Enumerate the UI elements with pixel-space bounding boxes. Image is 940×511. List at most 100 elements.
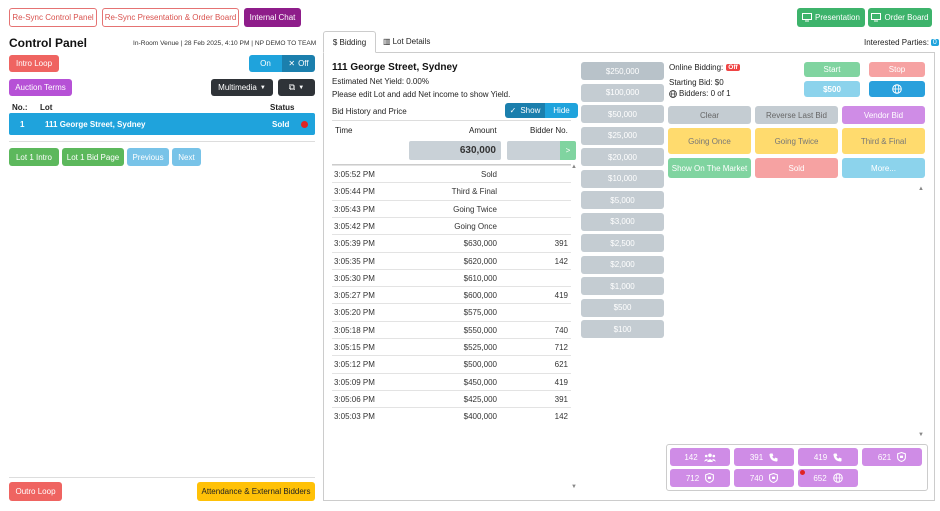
- third-and-final-button[interactable]: Third & Final: [842, 128, 925, 154]
- multimedia-label: Multimedia: [218, 83, 257, 92]
- increment-button[interactable]: $2,500: [581, 234, 664, 252]
- interested-parties-badge: 0: [930, 39, 939, 46]
- bidding-panel: [323, 52, 935, 501]
- loop-off-button[interactable]: ✕ Off: [282, 55, 315, 72]
- lot-bid-page-button[interactable]: Lot 1 Bid Page: [62, 148, 124, 166]
- bidder-button[interactable]: 712: [670, 469, 730, 487]
- history-row: 3:05:27 PM $600,000 419: [332, 286, 571, 303]
- attendance-button[interactable]: Attendance & External Bidders: [197, 482, 315, 501]
- bidder-button[interactable]: 621: [862, 448, 922, 466]
- tab-bidding[interactable]: $ Bidding: [323, 31, 376, 53]
- show-on-market-button[interactable]: Show On The Market: [668, 158, 751, 178]
- history-amount: $600,000: [463, 291, 497, 301]
- reverse-last-bid-button[interactable]: Reverse Last Bid: [755, 106, 838, 124]
- history-row: 3:05:12 PM $500,000 621: [332, 355, 571, 372]
- going-twice-button[interactable]: Going Twice: [755, 128, 838, 154]
- submit-bid-button[interactable]: >: [560, 141, 576, 160]
- tab-lot-details[interactable]: ▥ Lot Details: [383, 37, 430, 46]
- current-price-field[interactable]: 630,000: [409, 141, 501, 160]
- start-online-button[interactable]: Start: [804, 62, 860, 77]
- bidder-number: 419: [813, 452, 828, 462]
- resync-presentation-button[interactable]: Re-Sync Presentation & Order Board: [102, 8, 239, 27]
- clear-button[interactable]: Clear: [668, 106, 751, 124]
- presentation-label: Presentation: [815, 13, 860, 22]
- bidder-number-input[interactable]: [507, 141, 560, 160]
- online-increment-button[interactable]: $500: [804, 81, 860, 97]
- presentation-button[interactable]: Presentation: [797, 8, 865, 27]
- bidder-number: 621: [877, 452, 892, 462]
- auction-terms-button[interactable]: Auction Terms: [9, 79, 72, 96]
- history-row: 3:05:06 PM $425,000 391: [332, 389, 571, 407]
- group-icon: [703, 453, 716, 462]
- header-lot: Lot: [40, 103, 53, 112]
- intro-loop-button[interactable]: Intro Loop: [9, 55, 59, 72]
- increment-button[interactable]: $10,000: [581, 169, 664, 188]
- header-status: Status: [270, 103, 295, 112]
- lot-row-status: Sold: [272, 120, 290, 129]
- increment-button[interactable]: $50,000: [581, 105, 664, 123]
- stop-online-button[interactable]: Stop: [869, 62, 925, 77]
- history-bidder: 712: [554, 343, 568, 352]
- divider: [332, 164, 571, 165]
- going-once-button[interactable]: Going Once: [668, 128, 751, 154]
- increment-button[interactable]: $2,000: [581, 255, 664, 274]
- online-globe-button[interactable]: [869, 81, 925, 97]
- hide-history-button[interactable]: Hide: [545, 103, 578, 118]
- resync-control-panel-button[interactable]: Re-Sync Control Panel: [9, 8, 97, 27]
- history-bidder: 740: [554, 325, 568, 335]
- divider: [332, 120, 571, 121]
- bidder-button[interactable]: 419: [798, 448, 858, 466]
- multimedia-dropdown[interactable]: Multimedia ▼: [211, 79, 273, 96]
- increment-button[interactable]: $20,000: [581, 148, 664, 166]
- loop-on-button[interactable]: On: [249, 55, 282, 72]
- vendor-bid-button[interactable]: Vendor Bid: [842, 106, 925, 124]
- previous-button[interactable]: Previous: [127, 148, 169, 166]
- history-scrollbar[interactable]: ▲ ▼: [571, 164, 577, 492]
- screens-dropdown[interactable]: ⧉ ▼: [278, 79, 315, 96]
- lot-row[interactable]: 1 111 George Street, Sydney Sold: [9, 113, 315, 135]
- bidder-pad: [666, 444, 928, 491]
- history-time: 3:05:30 PM: [334, 273, 375, 283]
- history-amount: $620,000: [463, 256, 497, 266]
- bidder-button[interactable]: 740: [734, 469, 794, 487]
- monitor-icon: [802, 13, 813, 22]
- show-history-button[interactable]: ✓ Show: [505, 103, 545, 118]
- scroll-down-icon: ▼: [918, 432, 924, 438]
- lot-intro-button[interactable]: Lot 1 Intro: [9, 148, 59, 166]
- history-time: 3:05:42 PM: [334, 221, 375, 231]
- more-button[interactable]: More...: [842, 158, 925, 178]
- increment-button[interactable]: $500: [581, 298, 664, 317]
- history-amount: Going Twice: [453, 204, 497, 214]
- online-bidding: Online Bidding: Off: [669, 63, 740, 72]
- bidder-button[interactable]: 142: [670, 448, 730, 466]
- order-board-button[interactable]: Order Board: [868, 8, 932, 27]
- bidder-number: 740: [749, 473, 764, 483]
- bidder-button[interactable]: 652: [798, 469, 858, 487]
- history-row: 3:05:15 PM $525,000 712: [332, 338, 571, 355]
- lot-row-number: 1: [20, 120, 25, 129]
- increment-button[interactable]: $250,000: [581, 62, 664, 80]
- increment-button[interactable]: $100: [581, 320, 664, 338]
- increment-button[interactable]: $1,000: [581, 277, 664, 295]
- increment-button[interactable]: $25,000: [581, 126, 664, 145]
- globe-icon: [832, 473, 843, 483]
- history-time: 3:05:35 PM: [334, 256, 375, 266]
- status-dot-icon: [301, 121, 308, 128]
- next-button[interactable]: Next: [172, 148, 201, 166]
- history-bidder: 391: [554, 239, 568, 249]
- increment-button[interactable]: $100,000: [581, 83, 664, 102]
- history-toggle: ✓ Show Hide: [505, 103, 578, 118]
- action-scrollbar[interactable]: ▲ ▼: [918, 186, 926, 440]
- tab-bidding-label: $ Bidding: [332, 37, 367, 47]
- outro-loop-button[interactable]: Outro Loop: [9, 482, 62, 501]
- internal-chat-button[interactable]: Internal Chat: [244, 8, 301, 27]
- bidder-button[interactable]: 391: [734, 448, 794, 466]
- badge-icon: [769, 473, 779, 483]
- sold-button[interactable]: Sold: [755, 158, 838, 178]
- increment-button[interactable]: $3,000: [581, 212, 664, 231]
- increment-button[interactable]: $5,000: [581, 191, 664, 209]
- copy-screens-icon: ⧉: [288, 82, 296, 92]
- history-row: 3:05:09 PM $450,000 419: [332, 372, 571, 390]
- online-bidders-text: Bidders: 0 of 1: [679, 89, 731, 98]
- history-row: 3:05:35 PM $620,000 142: [332, 251, 571, 269]
